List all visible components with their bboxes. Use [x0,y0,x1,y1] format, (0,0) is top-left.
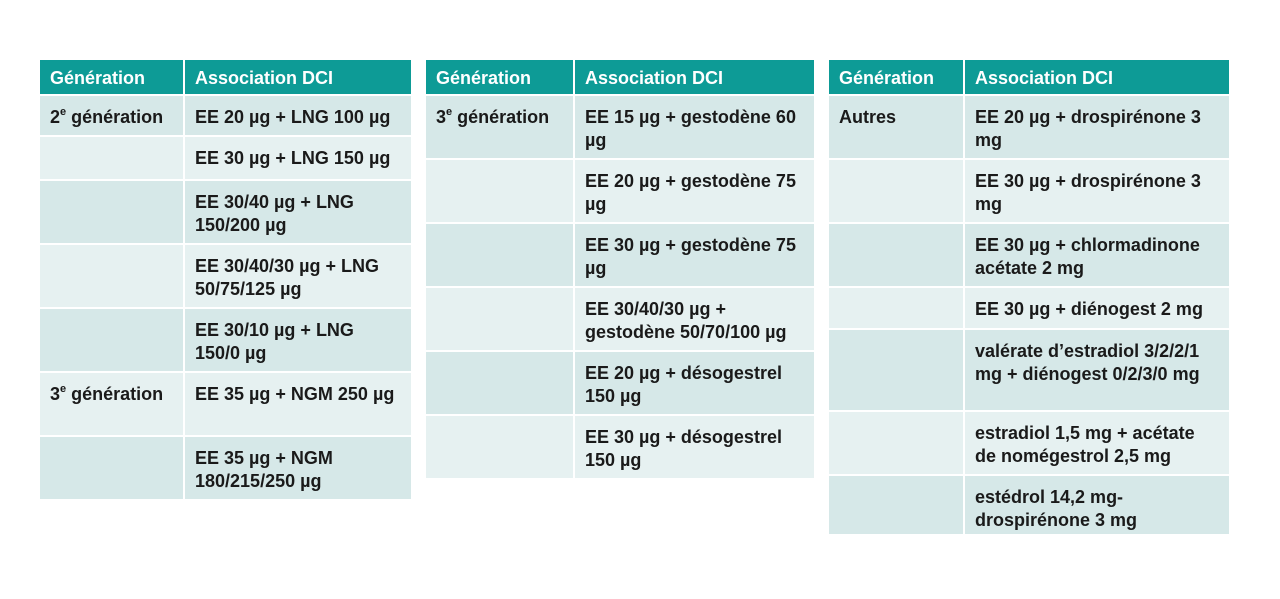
table-row: EE 30 µg + gestodène 75 µg [426,224,814,288]
association-cell: estédrol 14,2 mg-drospirénone 3 mg [965,476,1229,536]
generation-cell: Autres [829,96,965,160]
generation-cell [40,137,185,181]
table-row: EE 30/40/30 µg + gestodène 50/70/100 µg [426,288,814,352]
header-association-dci: Association DCI [965,60,1229,96]
generation-cell [829,160,965,224]
table-row: 3e génération EE 15 µg + gestodène 60 µg [426,96,814,160]
association-cell: EE 20 µg + LNG 100 µg [185,96,411,137]
generation-cell [829,330,965,412]
table-row: EE 30 µg + drospirénone 3 mg [829,160,1229,224]
generation-cell: 3e génération [426,96,575,160]
generation-cell: 2e génération [40,96,185,137]
association-cell: EE 35 µg + NGM 250 µg [185,373,411,437]
association-cell: EE 30 µg + désogestrel 150 µg [575,416,814,480]
association-cell: EE 30 µg + chlormadinone acétate 2 mg [965,224,1229,288]
generation-cell [426,352,575,416]
association-cell: EE 30 µg + drospirénone 3 mg [965,160,1229,224]
generation-cell [40,437,185,501]
table-row: EE 30/10 µg + LNG 150/0 µg [40,309,411,373]
generation-cell [829,288,965,330]
table-row: estédrol 14,2 mg-drospirénone 3 mg [829,476,1229,536]
generation-cell [426,160,575,224]
table-row: EE 30 µg + LNG 150 µg [40,137,411,181]
association-cell: EE 30/40/30 µg + LNG 50/75/125 µg [185,245,411,309]
table-row: estradiol 1,5 mg + acétate de nomégestro… [829,412,1229,476]
table-row: 3e génération EE 35 µg + NGM 250 µg [40,373,411,437]
table-row: 2e génération EE 20 µg + LNG 100 µg [40,96,411,137]
association-cell: EE 20 µg + gestodène 75 µg [575,160,814,224]
association-cell: EE 15 µg + gestodène 60 µg [575,96,814,160]
association-cell: EE 35 µg + NGM 180/215/250 µg [185,437,411,501]
contraceptive-table-2: Génération Association DCI 3e génération… [426,60,814,480]
generation-cell [426,416,575,480]
header-generation: Génération [40,60,185,96]
generation-cell: 3e génération [40,373,185,437]
contraceptive-table-1: Génération Association DCI 2e génération… [40,60,411,501]
table-row: EE 20 µg + désogestrel 150 µg [426,352,814,416]
association-cell: valérate d’estradiol 3/2/2/1 mg + diénog… [965,330,1229,412]
table-row: EE 30/40 µg + LNG 150/200 µg [40,181,411,245]
association-cell: EE 20 µg + drospirénone 3 mg [965,96,1229,160]
header-association-dci: Association DCI [185,60,411,96]
association-cell: EE 30 µg + gestodène 75 µg [575,224,814,288]
table-row: EE 30 µg + désogestrel 150 µg [426,416,814,480]
association-cell: EE 30 µg + diénogest 2 mg [965,288,1229,330]
header-generation: Génération [829,60,965,96]
association-cell: EE 30/40 µg + LNG 150/200 µg [185,181,411,245]
association-cell: estradiol 1,5 mg + acétate de nomégestro… [965,412,1229,476]
header-association-dci: Association DCI [575,60,814,96]
association-cell: EE 30/40/30 µg + gestodène 50/70/100 µg [575,288,814,352]
table-row: Autres EE 20 µg + drospirénone 3 mg [829,96,1229,160]
generation-cell [40,181,185,245]
generation-cell [426,288,575,352]
table-row: EE 30/40/30 µg + LNG 50/75/125 µg [40,245,411,309]
table-row: EE 30 µg + chlormadinone acétate 2 mg [829,224,1229,288]
table-row: valérate d’estradiol 3/2/2/1 mg + diénog… [829,330,1229,412]
generation-cell [40,309,185,373]
table-row: EE 30 µg + diénogest 2 mg [829,288,1229,330]
association-cell: EE 30 µg + LNG 150 µg [185,137,411,181]
generation-cell [40,245,185,309]
header-generation: Génération [426,60,575,96]
association-cell: EE 30/10 µg + LNG 150/0 µg [185,309,411,373]
table-row: EE 35 µg + NGM 180/215/250 µg [40,437,411,501]
generation-cell [829,224,965,288]
table-row: EE 20 µg + gestodène 75 µg [426,160,814,224]
generation-cell [426,224,575,288]
contraceptive-table-3: Génération Association DCI Autres EE 20 … [829,60,1229,536]
generation-cell [829,412,965,476]
association-cell: EE 20 µg + désogestrel 150 µg [575,352,814,416]
generation-cell [829,476,965,536]
